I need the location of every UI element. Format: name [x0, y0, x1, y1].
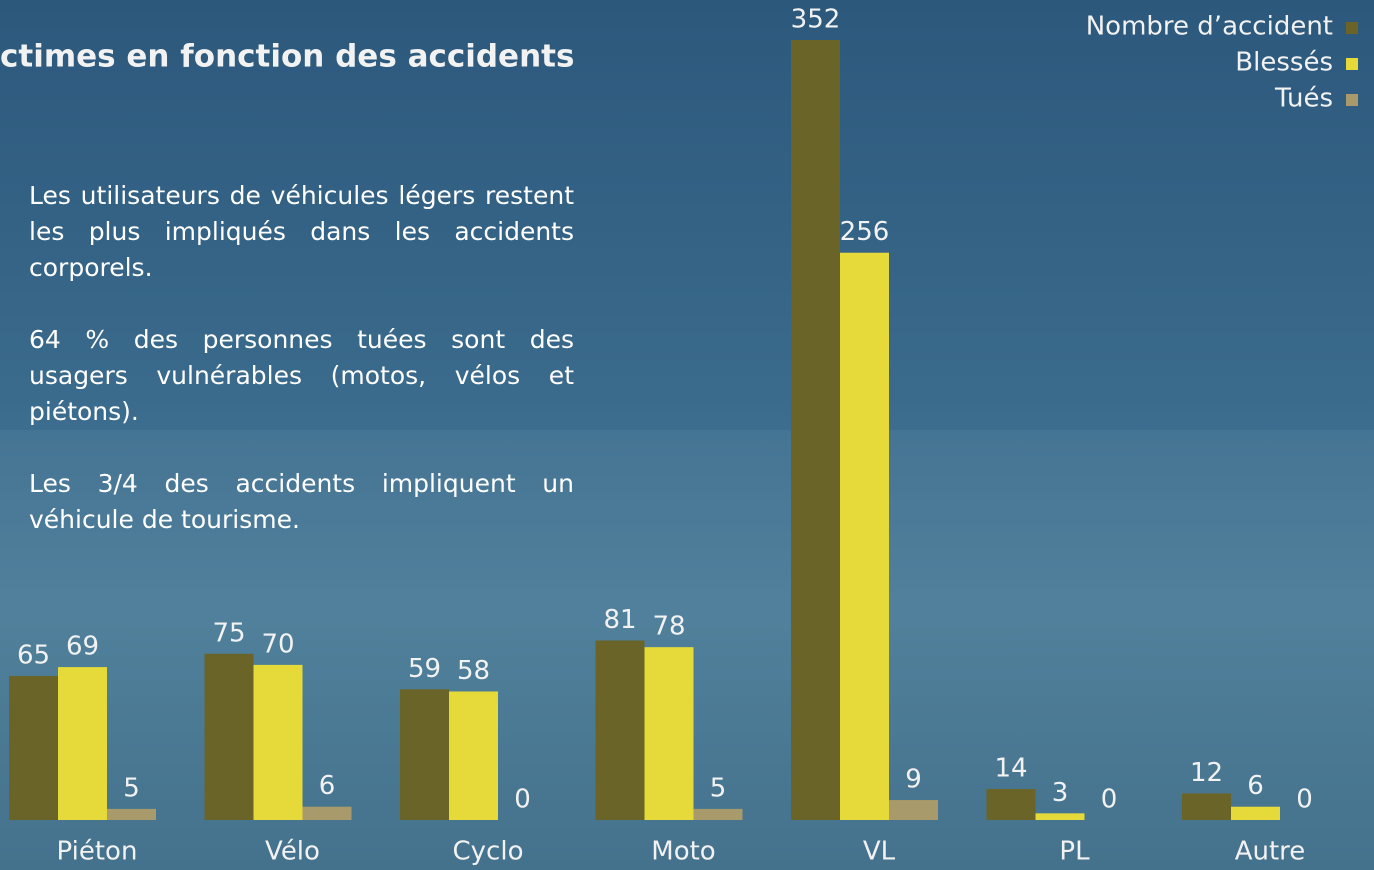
bar — [1035, 813, 1085, 820]
value-label: 0 — [514, 785, 531, 815]
x-tick-label: PL — [1059, 837, 1090, 867]
annotations: Les utilisateurs de véhicules légers res… — [29, 178, 574, 574]
bar — [449, 691, 498, 820]
value-label: 69 — [66, 632, 99, 662]
x-tick-label: Vélo — [265, 837, 320, 867]
bar — [791, 40, 840, 820]
bar — [58, 667, 107, 820]
value-label: 0 — [1296, 785, 1313, 815]
value-label: 9 — [905, 765, 922, 795]
value-label: 5 — [123, 773, 140, 803]
x-tick-label: Cyclo — [453, 837, 524, 867]
annotation: Les 3/4 des accidents impliquent un véhi… — [29, 469, 574, 534]
annotation: Les utilisateurs de véhicules légers res… — [29, 181, 574, 282]
x-tick-label: Autre — [1235, 837, 1306, 867]
bar — [840, 252, 889, 820]
bar — [9, 675, 58, 820]
legend-label: Blessés — [1235, 48, 1333, 78]
bar — [693, 808, 743, 820]
bar — [595, 640, 645, 820]
bar — [107, 808, 156, 820]
value-label: 75 — [212, 618, 245, 648]
value-label: 3 — [1052, 778, 1069, 808]
x-tick-label: Piéton — [57, 837, 138, 867]
bar — [1182, 793, 1231, 820]
bar — [400, 689, 449, 820]
value-label: 6 — [319, 771, 336, 801]
legend-label: Tués — [1274, 84, 1333, 114]
value-label: 352 — [791, 5, 841, 35]
bar — [889, 800, 938, 820]
x-tick-label: VL — [863, 837, 896, 867]
annotation: 64 % des personnes tuées sont des usager… — [29, 325, 574, 426]
bar — [253, 664, 303, 820]
value-label: 65 — [17, 640, 50, 670]
value-label: 12 — [1190, 758, 1223, 788]
value-label: 58 — [457, 656, 490, 686]
value-label: 81 — [603, 605, 636, 635]
bar — [644, 647, 694, 820]
chart-title: ctimes en fonction des accidents — [0, 39, 574, 75]
bar — [1231, 806, 1280, 820]
value-label: 59 — [408, 654, 441, 684]
bar — [204, 653, 254, 820]
x-tick-label: Moto — [651, 837, 715, 867]
legend-swatch — [1346, 58, 1358, 70]
value-label: 78 — [652, 612, 685, 642]
value-label: 14 — [994, 753, 1027, 783]
value-label: 0 — [1101, 785, 1118, 815]
legend-label: Nombre d’accident — [1086, 12, 1333, 42]
legend-swatch — [1346, 22, 1358, 34]
value-label: 256 — [840, 217, 890, 247]
value-label: 5 — [710, 773, 727, 803]
value-label: 6 — [1247, 771, 1264, 801]
value-label: 70 — [261, 629, 294, 659]
legend-swatch — [1346, 94, 1358, 106]
bar — [302, 806, 352, 820]
bar — [986, 788, 1036, 820]
